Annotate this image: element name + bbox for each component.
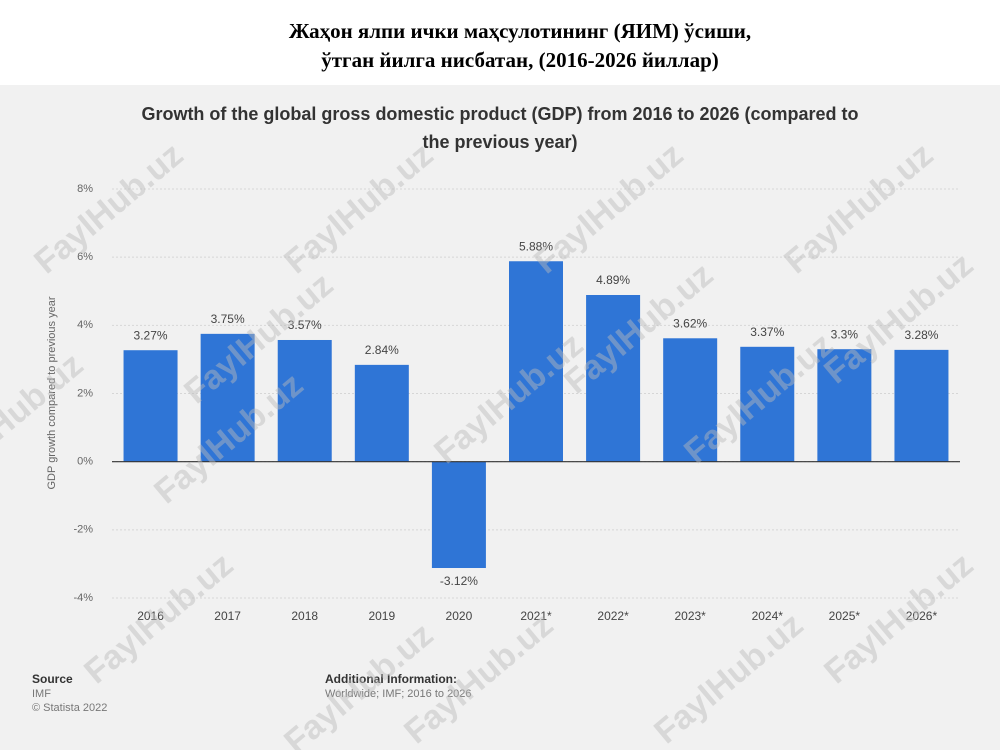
source-heading: Source <box>32 672 73 686</box>
x-tick-label: 2021* <box>520 609 552 623</box>
x-tick-label: 2022* <box>597 609 629 623</box>
y-tick-label: 6% <box>77 251 93 263</box>
bar <box>431 461 486 569</box>
bar <box>277 339 332 462</box>
x-tick-label: 2016 <box>137 609 164 623</box>
y-tick-label: -2% <box>73 524 93 536</box>
value-label: 3.62% <box>673 316 707 330</box>
bar <box>817 349 872 462</box>
info-heading: Additional Information: <box>325 672 457 686</box>
chart-title: Growth of the global gross domestic prod… <box>141 104 858 124</box>
x-tick-label: 2017 <box>214 609 241 623</box>
x-tick-label: 2018 <box>291 609 318 623</box>
bar <box>740 346 795 462</box>
y-tick-label: -4% <box>73 592 93 604</box>
value-label: 3.37% <box>750 325 784 339</box>
x-tick-label: 2024* <box>752 609 784 623</box>
x-tick-label: 2025* <box>829 609 861 623</box>
y-tick-label: 8% <box>77 183 93 195</box>
source-text: IMF <box>32 688 51 700</box>
bar <box>586 294 641 462</box>
bar <box>663 338 718 462</box>
x-tick-label: 2019 <box>368 609 395 623</box>
value-label: 3.28% <box>904 328 938 342</box>
value-label: 5.88% <box>519 239 553 253</box>
bar <box>894 349 949 462</box>
y-tick-label: 2% <box>77 387 93 399</box>
value-label: 3.75% <box>211 312 245 326</box>
x-tick-label: 2023* <box>674 609 706 623</box>
bar <box>200 333 255 462</box>
info-text: Worldwide; IMF; 2016 to 2026 <box>325 688 472 700</box>
value-label: 3.57% <box>288 318 322 332</box>
bar <box>354 364 409 462</box>
bar <box>509 261 563 462</box>
page-title: Жаҳон ялпи ички маҳсулотининг (ЯИМ) ўсиш… <box>289 19 751 43</box>
x-tick-label: 2020 <box>446 609 473 623</box>
y-axis-label: GDP growth compared to previous year <box>46 296 58 489</box>
value-label: 3.27% <box>134 328 168 342</box>
value-label: -3.12% <box>440 574 478 588</box>
value-label: 2.84% <box>365 343 399 357</box>
y-tick-label: 4% <box>77 319 93 331</box>
chart-title: the previous year) <box>422 132 577 152</box>
bar <box>123 350 178 462</box>
source-text: © Statista 2022 <box>32 702 107 714</box>
x-tick-label: 2026* <box>906 609 938 623</box>
value-label: 3.3% <box>831 327 859 341</box>
y-tick-label: 0% <box>77 456 93 468</box>
page-title: ўтган йилга нисбатан, (2016-2026 йиллар) <box>321 48 719 72</box>
value-label: 4.89% <box>596 273 630 287</box>
